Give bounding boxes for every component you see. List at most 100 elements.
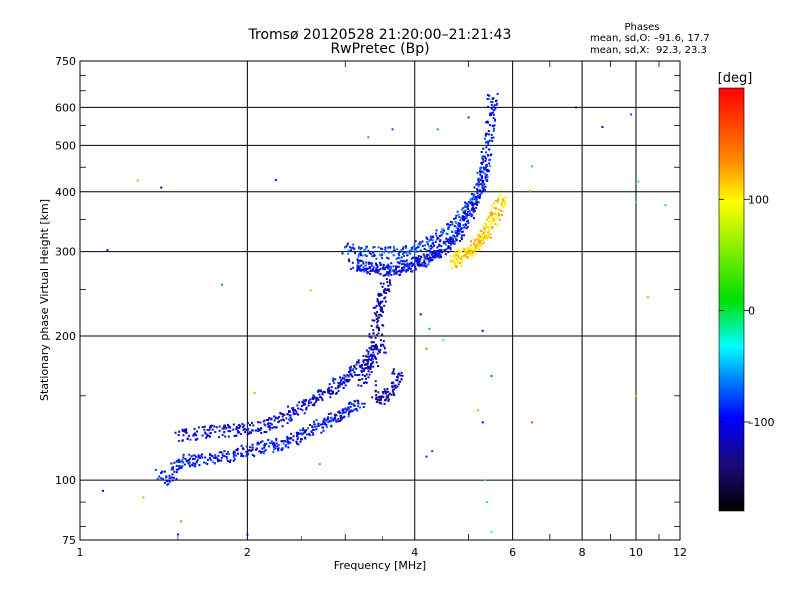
data-point <box>436 128 439 131</box>
data-point <box>206 458 209 461</box>
data-point <box>465 214 468 217</box>
data-point <box>194 463 197 466</box>
data-point <box>367 370 370 373</box>
data-point <box>392 381 395 384</box>
data-point <box>270 441 273 444</box>
data-point <box>310 431 313 433</box>
data-point <box>349 369 352 372</box>
data-point <box>329 392 332 395</box>
data-point <box>375 396 378 399</box>
data-point <box>376 300 379 303</box>
data-point <box>461 248 464 251</box>
data-point <box>223 450 226 453</box>
data-point <box>293 413 296 416</box>
data-point <box>478 201 480 204</box>
data-point <box>465 215 467 218</box>
data-point <box>491 139 494 142</box>
data-point <box>485 236 488 239</box>
data-point <box>474 200 477 203</box>
data-point <box>223 425 225 428</box>
data-point <box>467 208 470 210</box>
data-point <box>374 390 377 393</box>
data-point <box>385 289 388 292</box>
data-point <box>278 415 280 418</box>
data-point <box>453 225 456 228</box>
data-point <box>386 281 389 284</box>
data-point <box>363 270 366 273</box>
data-point <box>173 461 176 464</box>
data-point <box>464 212 467 215</box>
data-point <box>381 300 384 303</box>
data-point <box>471 193 473 195</box>
data-point <box>373 319 376 322</box>
data-point <box>479 178 482 181</box>
data-point <box>477 240 480 243</box>
data-point <box>414 250 417 253</box>
data-point <box>429 247 432 250</box>
data-point <box>447 226 450 229</box>
data-point <box>419 313 422 316</box>
data-point <box>473 198 476 201</box>
data-point <box>218 425 221 428</box>
data-point <box>453 253 455 256</box>
data-point <box>353 371 356 374</box>
data-point <box>305 399 307 401</box>
data-point <box>192 454 195 457</box>
data-point <box>388 279 391 282</box>
data-point <box>488 148 491 151</box>
data-point <box>418 243 421 246</box>
data-point <box>459 240 462 242</box>
data-point <box>168 481 171 483</box>
data-point <box>275 442 278 445</box>
data-point <box>395 267 398 270</box>
data-point <box>389 392 391 395</box>
data-point <box>454 230 457 232</box>
data-point <box>339 416 342 419</box>
data-point <box>451 238 454 241</box>
data-point <box>192 464 195 467</box>
data-point <box>470 240 472 243</box>
data-point <box>356 266 359 269</box>
data-point <box>488 162 491 165</box>
data-point <box>376 269 379 271</box>
data-point <box>450 241 453 244</box>
data-point <box>305 406 308 409</box>
data-point <box>357 384 360 387</box>
data-point <box>201 426 204 429</box>
data-point <box>402 251 405 254</box>
data-point <box>328 383 331 386</box>
data-point <box>483 231 486 234</box>
data-point <box>392 245 395 248</box>
data-point <box>531 165 533 168</box>
data-point <box>401 374 404 377</box>
data-point <box>377 271 380 274</box>
data-point <box>372 354 375 357</box>
data-point <box>365 367 368 370</box>
data-point <box>456 223 459 226</box>
data-point <box>455 214 458 217</box>
data-point <box>434 251 436 254</box>
data-point <box>466 246 469 249</box>
data-point <box>377 326 380 329</box>
data-point <box>356 269 359 272</box>
data-point <box>160 472 163 474</box>
data-point <box>450 243 453 246</box>
data-point <box>384 399 387 401</box>
data-point <box>289 437 292 440</box>
data-point <box>325 423 328 426</box>
data-point <box>238 431 241 434</box>
data-point <box>476 192 479 195</box>
data-point <box>239 424 242 427</box>
data-point <box>311 426 314 429</box>
data-point <box>102 489 104 492</box>
data-point <box>381 308 384 311</box>
data-point <box>289 417 292 420</box>
data-point <box>236 447 239 450</box>
x-tick-label: 6 <box>509 546 516 559</box>
data-point <box>375 268 377 271</box>
data-point <box>484 185 487 188</box>
data-point <box>344 411 347 414</box>
data-point <box>450 259 453 262</box>
data-point <box>384 246 387 249</box>
data-point <box>201 456 204 459</box>
